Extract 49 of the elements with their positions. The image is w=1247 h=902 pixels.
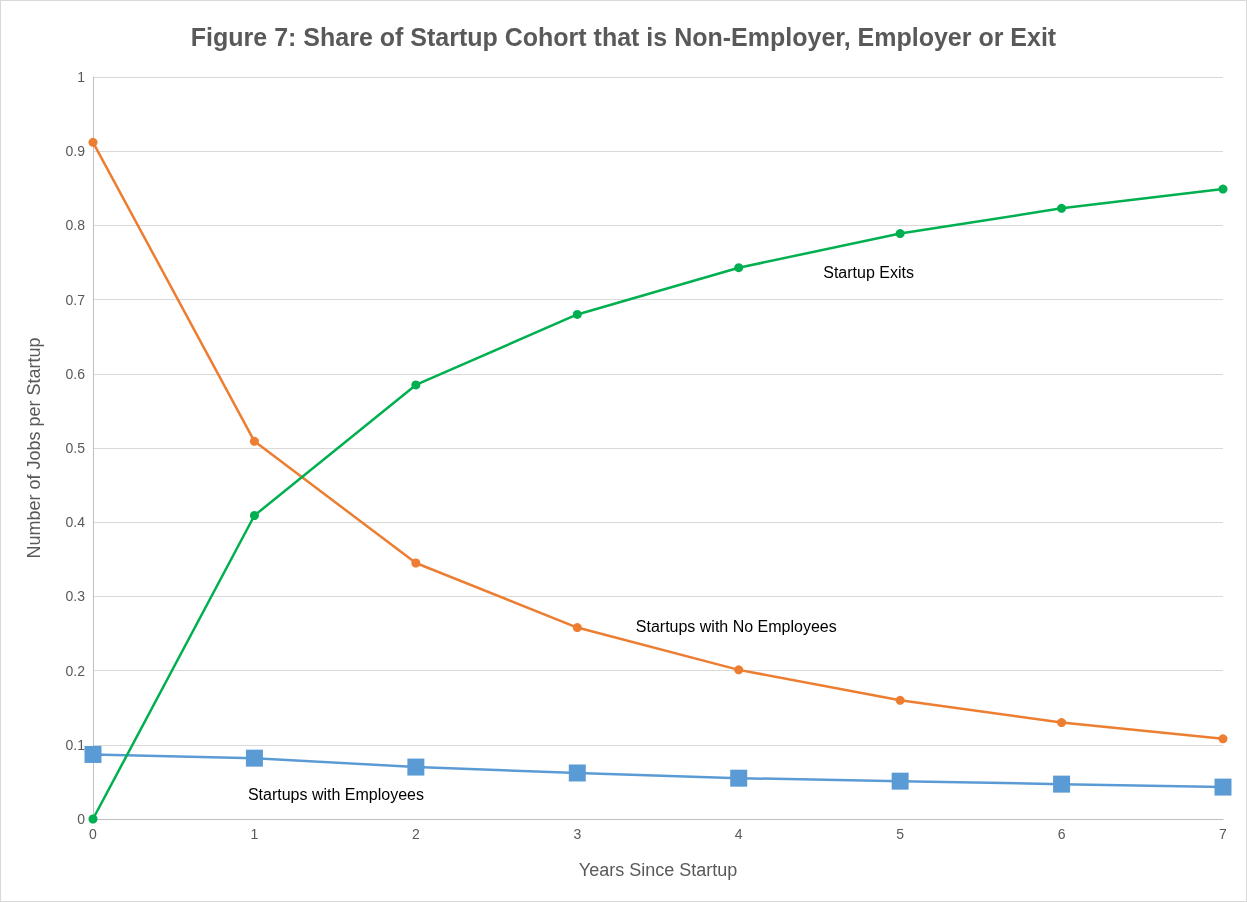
point (84, 745, 102, 763)
point (568, 764, 586, 782)
point (1057, 718, 1067, 728)
point (88, 814, 98, 824)
point (734, 263, 744, 273)
chart-title: Figure 7: Share of Startup Cohort that is Non-Employer, Employer or Exit (190, 22, 1057, 51)
point (411, 380, 421, 390)
point (730, 769, 748, 787)
y-tick-label: 0.9 (65, 143, 86, 160)
point (249, 436, 259, 446)
y-tick-label: 0.4 (65, 514, 86, 531)
point (88, 137, 98, 147)
x-axis-title: Years Since Startup (578, 860, 738, 880)
y-tick-label: 1 (77, 69, 86, 85)
y-tick-label: 0.5 (65, 440, 86, 456)
point (411, 558, 421, 568)
point (407, 758, 425, 776)
x-tick-label: 2 (411, 826, 420, 842)
x-tick-label: 7 (1219, 826, 1228, 842)
point (1057, 203, 1067, 213)
x-tick-label: 6 (1057, 826, 1066, 842)
point (245, 749, 263, 767)
x-tick-label: 0 (89, 826, 98, 842)
point (895, 229, 905, 239)
point (1218, 184, 1228, 194)
y-tick-label: 0.8 (65, 217, 86, 234)
x-tick-label: 1 (250, 826, 259, 842)
point (572, 309, 582, 319)
series-label: Startups with No Employees (635, 618, 837, 636)
y-tick-label: 0 (77, 811, 86, 827)
x-tick-label: 4 (734, 826, 743, 842)
series-label: Startups with Employees (247, 785, 425, 803)
point (895, 695, 905, 705)
point (1214, 778, 1232, 796)
point (1218, 734, 1228, 744)
y-tick-label: 0.3 (65, 588, 86, 605)
x-tick-label: 3 (573, 826, 582, 842)
y-axis-title: Number of Jobs per Startup (24, 337, 44, 559)
y-tick-label: 0.6 (65, 365, 86, 382)
y-tick-label: 0.7 (65, 291, 86, 308)
x-tick-label: 5 (896, 826, 905, 842)
point (891, 772, 909, 790)
point (572, 623, 582, 633)
point (249, 511, 259, 521)
y-tick-label: 0.1 (65, 736, 86, 753)
series-label: Startup Exits (823, 264, 914, 282)
point (1053, 775, 1071, 793)
y-tick-label: 0.2 (65, 662, 86, 679)
point (734, 665, 744, 675)
